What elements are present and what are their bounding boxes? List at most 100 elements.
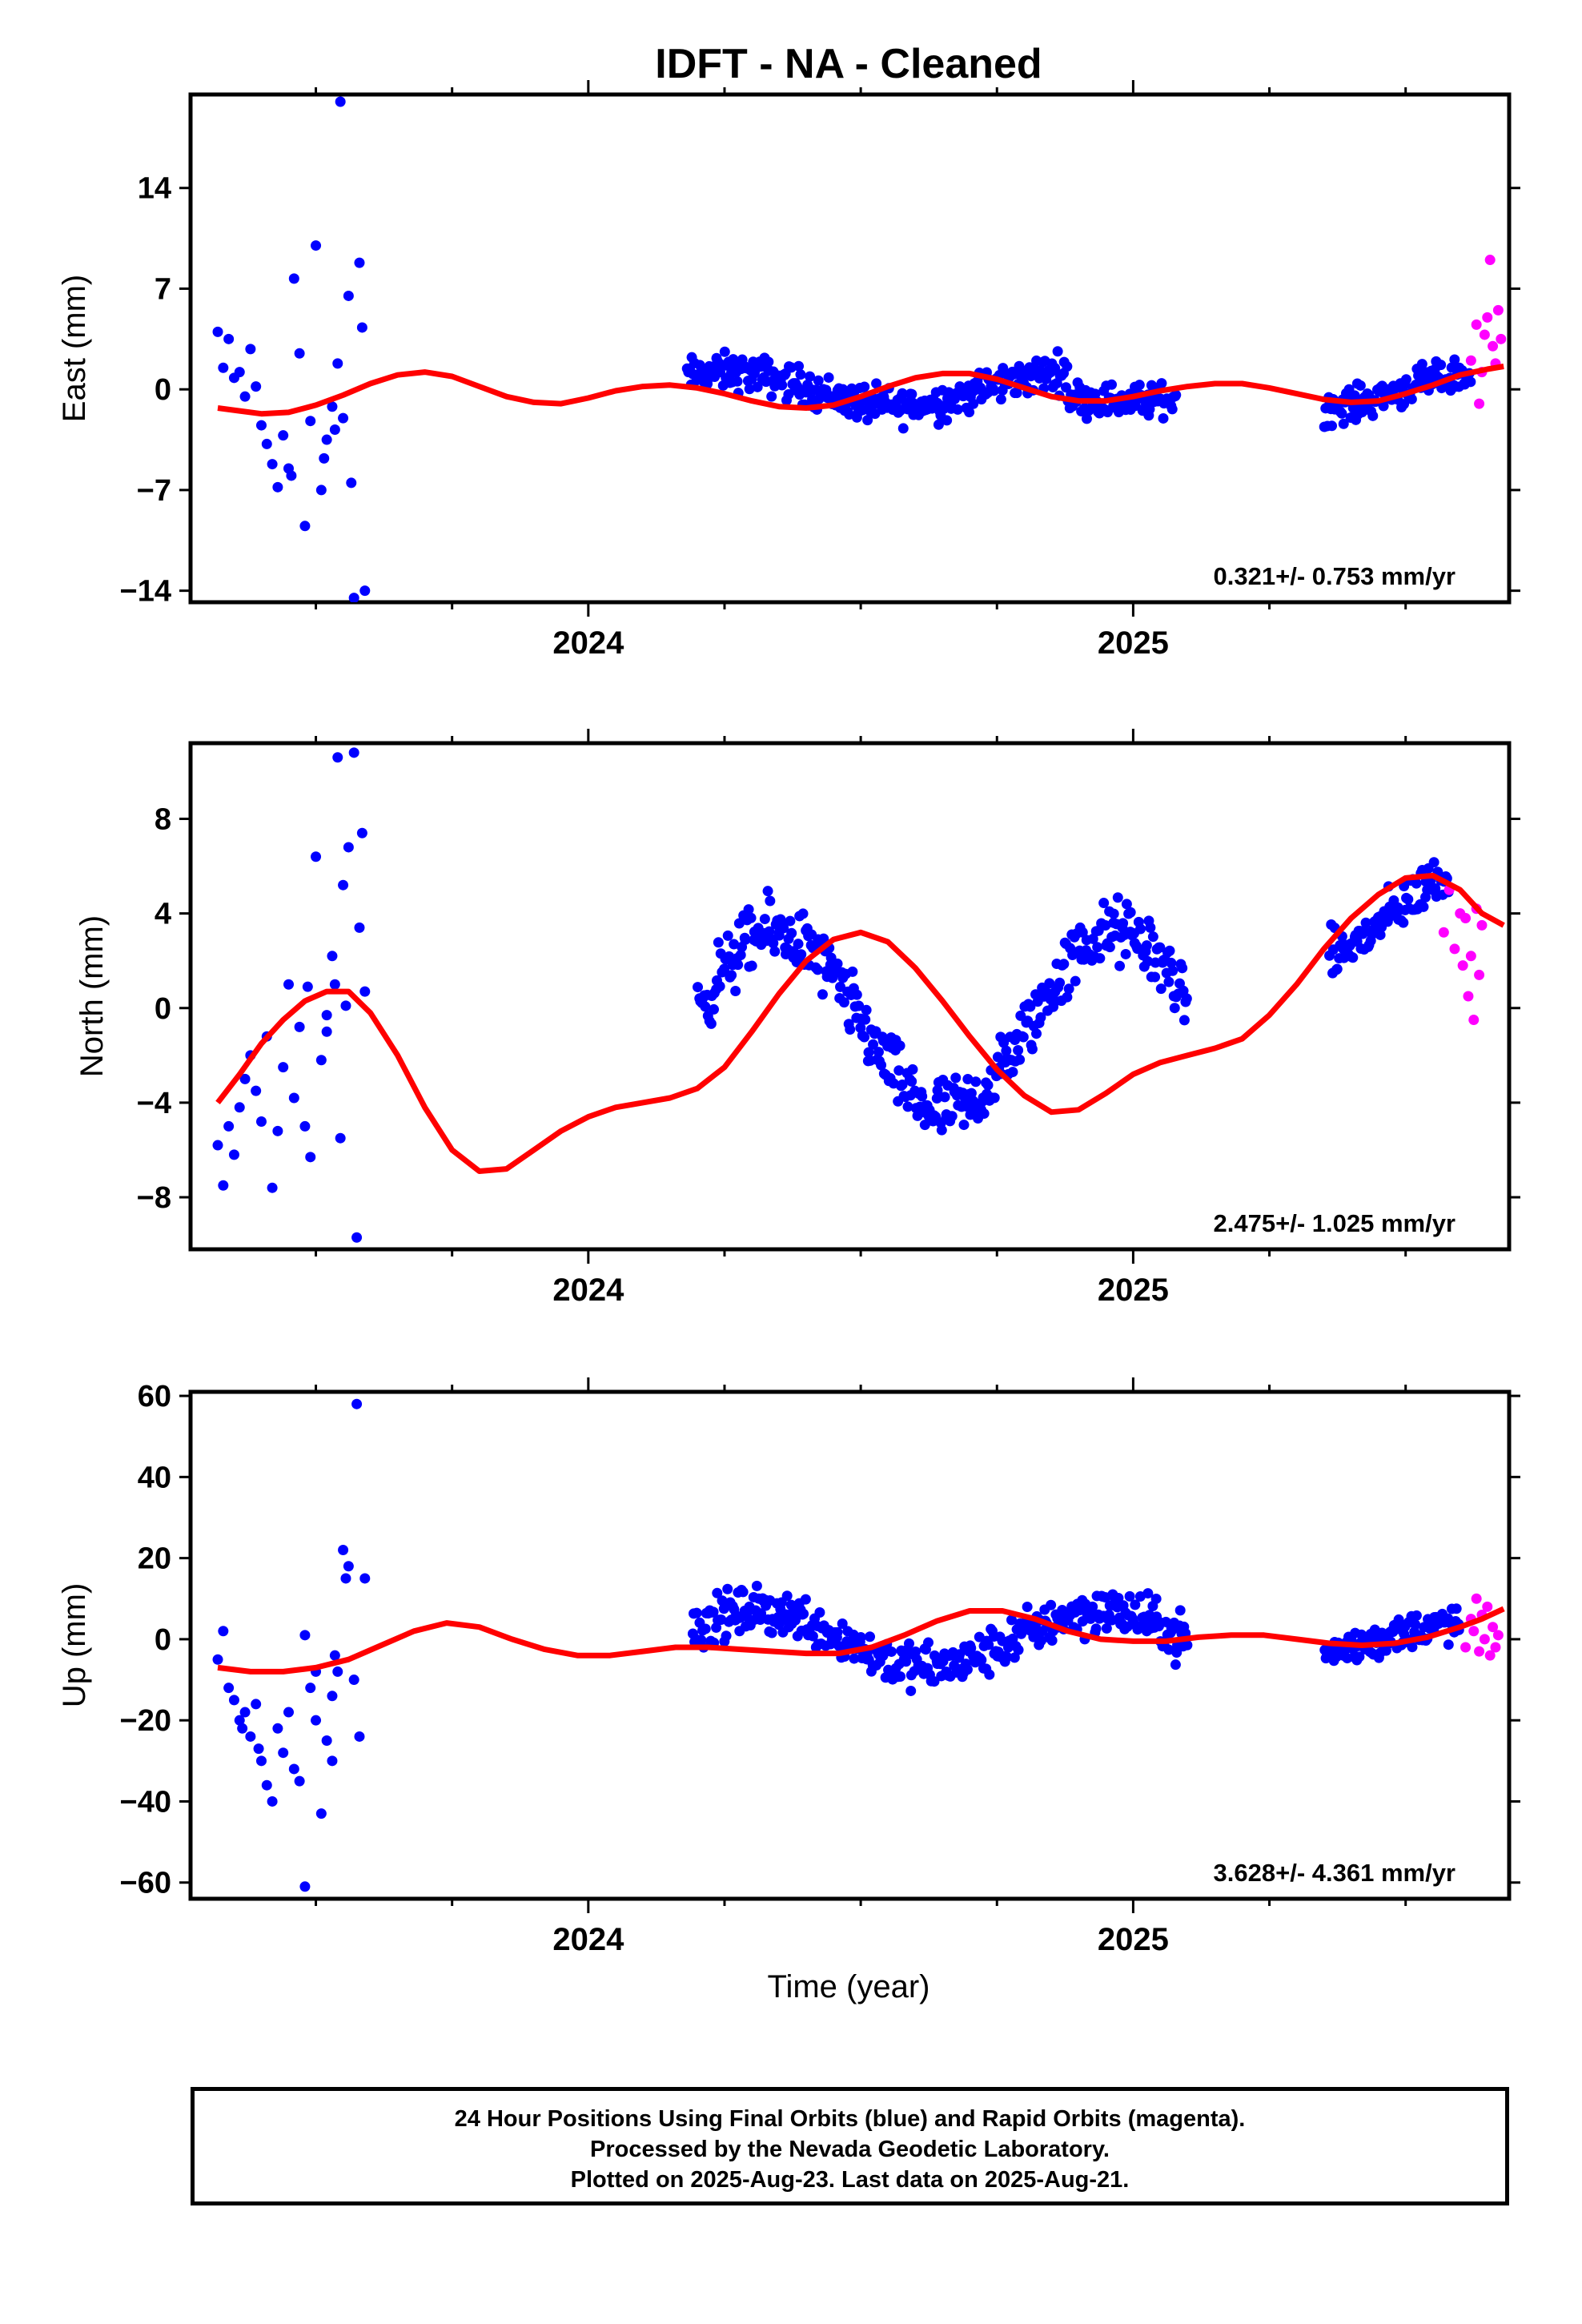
- rapid-orbit-point: [1468, 1626, 1480, 1637]
- final-orbit-point: [1022, 1602, 1033, 1613]
- rapid-orbit-point: [1465, 951, 1476, 962]
- final-orbit-point: [267, 459, 278, 470]
- final-orbit-point: [321, 1010, 332, 1021]
- final-orbit-point: [354, 257, 365, 268]
- final-orbit-point: [897, 388, 908, 399]
- final-orbit-point: [1170, 389, 1182, 400]
- final-orbit-point: [1411, 878, 1422, 889]
- final-orbit-point: [893, 1065, 905, 1076]
- final-orbit-point: [299, 521, 311, 532]
- final-orbit-point: [329, 1650, 340, 1661]
- final-orbit-point: [1145, 922, 1156, 933]
- final-orbit-point: [733, 918, 745, 929]
- final-orbit-point: [781, 1590, 793, 1602]
- final-orbit-point: [1094, 953, 1106, 964]
- final-orbit-point: [340, 1000, 351, 1011]
- final-orbit-point: [283, 1707, 295, 1718]
- final-orbit-point: [939, 1092, 950, 1103]
- final-orbit-point: [1106, 379, 1118, 390]
- final-orbit-point: [851, 989, 862, 1000]
- final-orbit-point: [305, 1683, 316, 1694]
- final-orbit-point: [931, 1093, 942, 1104]
- x-tick-label: 2025: [1098, 625, 1169, 661]
- final-orbit-point: [759, 914, 770, 925]
- y-tick-label: −8: [137, 1181, 171, 1215]
- final-orbit-point: [234, 1102, 245, 1113]
- final-orbit-point: [218, 1180, 229, 1191]
- model-curve: [217, 364, 1504, 417]
- final-orbit-point: [1428, 857, 1439, 868]
- final-orbit-point: [1031, 1028, 1042, 1039]
- final-orbit-point: [786, 927, 797, 939]
- final-orbit-point: [359, 1573, 371, 1584]
- final-orbit-point: [1141, 940, 1152, 951]
- final-orbit-point: [299, 1630, 311, 1641]
- final-orbit-point: [223, 1120, 235, 1132]
- final-orbit-point: [995, 394, 1006, 405]
- final-orbit-point: [348, 1675, 359, 1686]
- final-orbit-point: [218, 1626, 229, 1637]
- final-orbit-point: [691, 1607, 702, 1618]
- final-orbit-point: [849, 1653, 860, 1664]
- panel-2: 8 4 0 −4 −8 North (mm) 2024 2025 2.475+/- 1.025 …: [74, 729, 1520, 1308]
- final-orbit-point: [329, 424, 340, 435]
- footer-line-1: 24 Hour Positions Using Final Orbits (bl…: [454, 2106, 1246, 2132]
- final-orbit-point: [1108, 908, 1119, 919]
- final-orbit-point: [1150, 1593, 1162, 1604]
- final-orbit-point: [356, 322, 367, 333]
- final-orbit-point: [964, 407, 975, 418]
- final-orbit-point: [1054, 977, 1066, 988]
- final-orbit-point: [746, 960, 757, 971]
- y-tick-label: 20: [138, 1542, 171, 1576]
- final-orbit-point: [286, 470, 297, 481]
- rapid-orbit-point: [1460, 913, 1472, 924]
- footer-line-2: Processed by the Nevada Geodetic Laborat…: [590, 2137, 1110, 2162]
- final-orbit-point: [906, 1076, 917, 1087]
- x-tick-label: 2024: [552, 1922, 624, 1957]
- final-orbit-point: [327, 1691, 338, 1702]
- final-orbit-point: [700, 1623, 711, 1634]
- final-orbit-point: [855, 1632, 866, 1643]
- final-orbit-point: [722, 930, 733, 941]
- final-orbit-point: [700, 1001, 711, 1012]
- final-orbit-point: [832, 958, 843, 969]
- y-tick-label: −40: [120, 1785, 171, 1819]
- y-tick-label: 7: [155, 272, 171, 306]
- final-orbit-point: [818, 933, 829, 944]
- plot-frame: [188, 92, 1512, 605]
- final-orbit-point: [305, 416, 316, 427]
- final-orbit-point: [897, 1079, 908, 1090]
- final-orbit-point: [329, 979, 340, 990]
- final-orbit-point: [1112, 892, 1123, 903]
- final-orbit-point: [1014, 1054, 1026, 1065]
- final-orbit-point: [966, 1642, 977, 1654]
- final-orbit-point: [777, 380, 788, 391]
- final-orbit-point: [719, 346, 730, 357]
- final-orbit-point: [968, 398, 979, 409]
- rapid-orbit-point: [1463, 991, 1474, 1002]
- final-orbit-point: [793, 939, 804, 950]
- final-orbit-point: [1044, 978, 1055, 989]
- final-orbit-point: [1101, 1622, 1112, 1634]
- final-orbit-point: [332, 752, 343, 763]
- y-axis-label: Up (mm): [57, 1583, 92, 1708]
- final-orbit-point: [950, 1072, 962, 1084]
- rapid-orbit-point: [1479, 329, 1490, 340]
- final-orbit-point: [1070, 975, 1081, 987]
- final-orbit-point: [906, 388, 917, 400]
- final-orbit-point: [929, 1676, 940, 1687]
- final-orbit-point: [984, 1669, 995, 1680]
- final-orbit-point: [807, 1630, 818, 1642]
- final-orbit-point: [735, 950, 746, 961]
- final-orbit-point: [1114, 960, 1126, 971]
- final-orbit-point: [730, 986, 741, 997]
- final-orbit-point: [343, 290, 354, 301]
- final-orbit-point: [321, 434, 332, 445]
- footer-line-3: Plotted on 2025-Aug-23. Last data on 202…: [570, 2167, 1130, 2193]
- final-orbit-point: [351, 1232, 363, 1243]
- final-orbit-point: [812, 964, 823, 975]
- final-orbit-point: [763, 356, 774, 368]
- rapid-orbit-point: [1488, 340, 1499, 352]
- final-orbit-point: [1050, 363, 1061, 374]
- final-orbit-point: [919, 1120, 930, 1131]
